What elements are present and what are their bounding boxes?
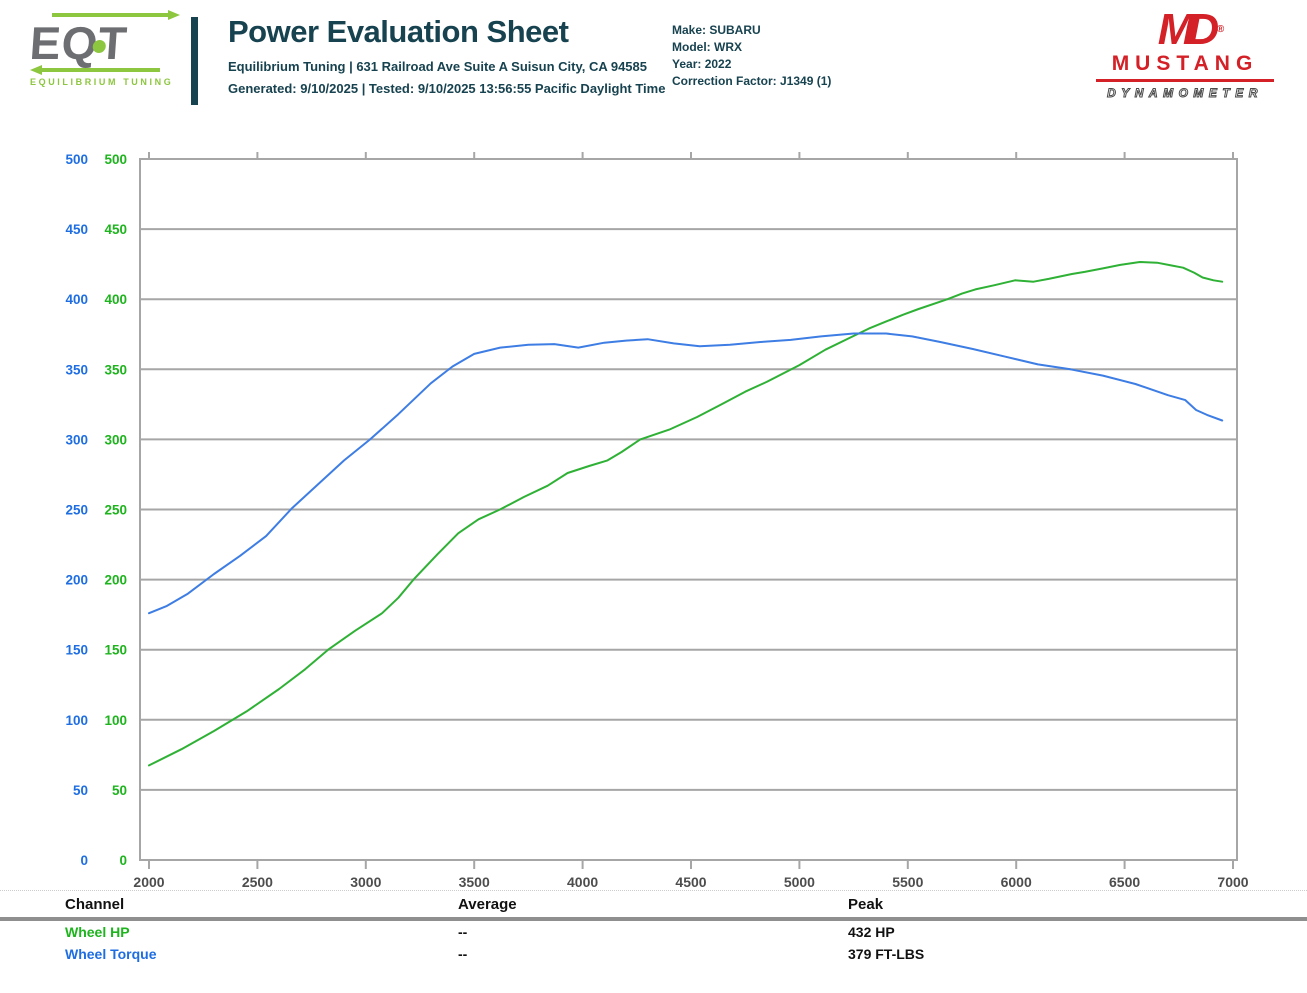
title-block: Power Evaluation Sheet Equilibrium Tunin… — [228, 14, 665, 96]
y-axis-label-torque-100: 100 — [65, 713, 88, 728]
results-table-header: Channel Average Peak — [0, 891, 1307, 921]
x-axis-label-2000: 2000 — [133, 874, 164, 890]
y-axis-label-hp-200: 200 — [104, 573, 127, 588]
x-axis-label-3500: 3500 — [459, 874, 490, 890]
wheel-hp-curve — [148, 261, 1224, 767]
results-table: Channel Average Peak Wheel HP -- 432 HP Whe… — [0, 890, 1307, 965]
cell-channel: Wheel Torque — [65, 946, 157, 962]
y-axis-label-torque-0: 0 — [80, 853, 88, 868]
md-logo-mustang-text: MUSTANG — [1096, 52, 1274, 82]
y-axis-label-torque-350: 350 — [65, 362, 88, 377]
y-axis-label-hp-500: 500 — [104, 152, 127, 167]
y-axis-label-hp-450: 450 — [104, 222, 127, 237]
y-axis-label-torque-50: 50 — [73, 783, 88, 798]
eqt-logo-bottom-arrow — [30, 65, 182, 75]
y-axis-label-hp-100: 100 — [104, 713, 127, 728]
wheel-torque-curve — [148, 332, 1224, 615]
cell-channel: Wheel HP — [65, 924, 130, 940]
md-monogram: MD ® — [1157, 5, 1225, 54]
y-axis-label-torque-300: 300 — [65, 432, 88, 447]
page-title: Power Evaluation Sheet — [228, 14, 569, 49]
vehicle-info-line-1: Model: WRX — [672, 40, 742, 54]
y-axis-label-hp-0: 0 — [119, 853, 127, 868]
eqt-logo-top-arrow — [52, 10, 182, 20]
registered-trademark-icon: ® — [1216, 24, 1225, 35]
y-axis-label-torque-500: 500 — [65, 152, 88, 167]
plot-border — [139, 158, 1238, 861]
y-axis-label-hp-50: 50 — [112, 783, 127, 798]
y-axis-label-hp-150: 150 — [104, 643, 127, 658]
eqt-logo-caption: EQUILIBRIUM TUNING — [30, 77, 174, 87]
vehicle-info-line-3: Correction Factor: J1349 (1) — [672, 74, 832, 88]
x-axis-label-6500: 6500 — [1109, 874, 1140, 890]
y-axis-label-torque-450: 450 — [65, 222, 88, 237]
company-address-line: Equilibrium Tuning | 631 Railroad Ave Su… — [228, 59, 647, 74]
y-axis-label-hp-250: 250 — [104, 503, 127, 518]
x-axis-label-5500: 5500 — [892, 874, 923, 890]
mustang-dynamometer-logo: MD ® MUSTANG DYNAMOMETER — [1096, 5, 1274, 101]
x-axis-label-4000: 4000 — [567, 874, 598, 890]
column-header-channel: Channel — [65, 896, 125, 913]
y-axis-label-torque-200: 200 — [65, 573, 88, 588]
vehicle-info-line-0: Make: SUBARU — [672, 23, 761, 37]
cell-peak: 432 HP — [848, 924, 895, 940]
y-axis-label-hp-400: 400 — [104, 292, 127, 307]
x-axis-label-4500: 4500 — [675, 874, 706, 890]
vehicle-info-line-2: Year: 2022 — [672, 57, 732, 71]
column-header-peak: Peak — [848, 896, 884, 913]
vehicle-info: Make: SUBARU Model: WRX Year: 2022 Correcti… — [672, 22, 831, 90]
generated-tested-line: Generated: 9/10/2025 | Tested: 9/10/2025… — [228, 81, 666, 96]
y-axis-label-torque-250: 250 — [65, 503, 88, 518]
x-axis-label-5000: 5000 — [784, 874, 815, 890]
table-row: Wheel Torque -- 379 FT-LBS — [0, 943, 1307, 965]
x-axis-label-6000: 6000 — [1001, 874, 1032, 890]
y-axis-label-hp-350: 350 — [104, 362, 127, 377]
eqt-logo: EQT EQUILIBRIUM TUNING — [28, 10, 182, 87]
y-axis-label-torque-400: 400 — [65, 292, 88, 307]
x-axis-label-3000: 3000 — [350, 874, 381, 890]
cell-peak: 379 FT-LBS — [848, 946, 925, 962]
md-logo-dynamometer-text: DYNAMOMETER — [1107, 86, 1263, 101]
table-row: Wheel HP -- 432 HP — [0, 921, 1307, 943]
y-axis-label-torque-150: 150 — [65, 643, 88, 658]
header-divider — [191, 17, 198, 105]
cell-average: -- — [458, 946, 468, 962]
dyno-chart: 2000 2500 3000 3500 4000 4500 5000 5500 6000 6500… — [65, 152, 1249, 890]
x-axis-label-7000: 7000 — [1217, 874, 1248, 890]
cell-average: -- — [458, 924, 468, 940]
column-header-average: Average — [458, 896, 517, 913]
x-axis-label-2500: 2500 — [242, 874, 273, 890]
y-axis-label-hp-300: 300 — [104, 432, 127, 447]
